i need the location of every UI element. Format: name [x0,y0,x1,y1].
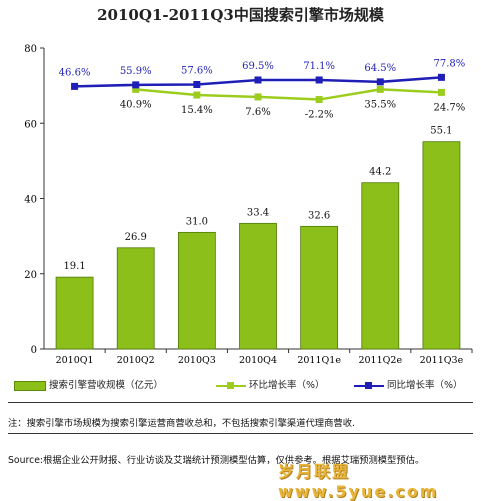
qoq-label: 15.4% [181,105,213,116]
y-tick-label: 20 [24,270,37,281]
x-tick-label: 2011Q3e [420,355,464,366]
bar [116,247,155,350]
yoy-label: 55.9% [120,66,152,77]
yoy-marker [437,73,445,81]
legend-item-yoy: 同比增长率（%） [354,377,463,391]
y-tick-label: 60 [24,119,37,130]
x-tick-label: 2011Q2e [358,355,402,366]
bar [300,225,339,350]
divider-top [8,402,473,403]
bar-value-label: 55.1 [430,126,452,137]
qoq-marker [315,96,323,104]
qoq-marker [193,91,201,99]
legend-label-yoy: 同比增长率（%） [387,380,463,391]
chart-title: 2010Q1-2011Q3中国搜索引擎市场规模 [97,6,384,24]
yoy-label: 71.1% [303,61,335,72]
legend-item-revenue: 搜索引擎营收规模（亿元） [14,377,163,391]
qoq-marker [376,85,384,93]
legend-label-qoq: 环比增长率（%） [249,380,325,391]
qoq-line [135,88,442,101]
y-tick-label: 0 [31,345,37,356]
x-tick-label: 2011Q1e [297,355,341,366]
bar-value-label: 33.4 [247,207,269,218]
yoy-marker [71,82,79,90]
bar-value-label: 26.9 [125,232,147,243]
legend-green-line-swatch [216,381,246,390]
yoy-marker [376,78,384,86]
qoq-label: 7.6% [245,107,270,118]
qoq-label: 24.7% [434,102,466,113]
x-tick-label: 2010Q4 [239,355,277,366]
chart-legend: 搜索引擎营收规模（亿元） 环比增长率（%） 同比增长率（%） [6,377,476,391]
x-tick-label: 2010Q3 [178,355,216,366]
chart-note: 注：搜索引擎市场规模为搜索引擎运营商营收总和，不包括搜索引擎渠道代理商营收. [8,418,355,429]
y-tick-label: 80 [24,44,37,55]
divider-bottom [8,433,473,434]
yoy-marker [132,81,140,89]
x-tick-label: 2010Q2 [117,355,155,366]
yoy-label: 77.8% [434,58,466,69]
bar-value-label: 32.6 [308,210,330,221]
bar-value-label: 44.2 [369,167,391,178]
yoy-marker [315,76,323,84]
bar [361,182,400,350]
bar [55,276,94,350]
qoq-marker [132,85,140,93]
y-tick-label: 40 [24,195,37,206]
qoq-label: 40.9% [120,99,152,110]
bar-value-label: 19.1 [63,261,85,272]
legend-label-revenue: 搜索引擎营收规模（亿元） [49,380,164,391]
chart-plot: 0 20 40 60 80 2010Q1 2010Q2 2010Q3 2010Q4 2011Q1e… [24,44,473,366]
yoy-label: 57.6% [181,65,213,76]
yoy-label: 64.5% [364,63,396,74]
yoy-label: 46.6% [59,67,91,78]
yoy-label: 69.5% [242,61,274,72]
bar [239,222,277,350]
yoy-marker [193,80,201,88]
x-tick-label: 2010Q1 [56,355,94,366]
chart-source: Source:根据企业公开财报、行业访谈及艾瑞统计预测模型估算，仅供参考。根据艾… [8,455,425,466]
qoq-marker [254,93,262,101]
bar [422,141,461,350]
watermark-logo: 岁月联盟 www.5yue.com [278,462,439,501]
qoq-label: 35.5% [364,99,396,110]
bar-value-label: 31.0 [186,216,208,227]
qoq-marker [437,88,445,96]
yoy-marker [254,76,262,84]
legend-bar-swatch [14,380,46,391]
bar [177,231,216,350]
legend-blue-line-swatch [354,381,384,390]
qoq-label: -2.2% [305,110,334,121]
legend-item-qoq: 环比增长率（%） [216,377,325,391]
